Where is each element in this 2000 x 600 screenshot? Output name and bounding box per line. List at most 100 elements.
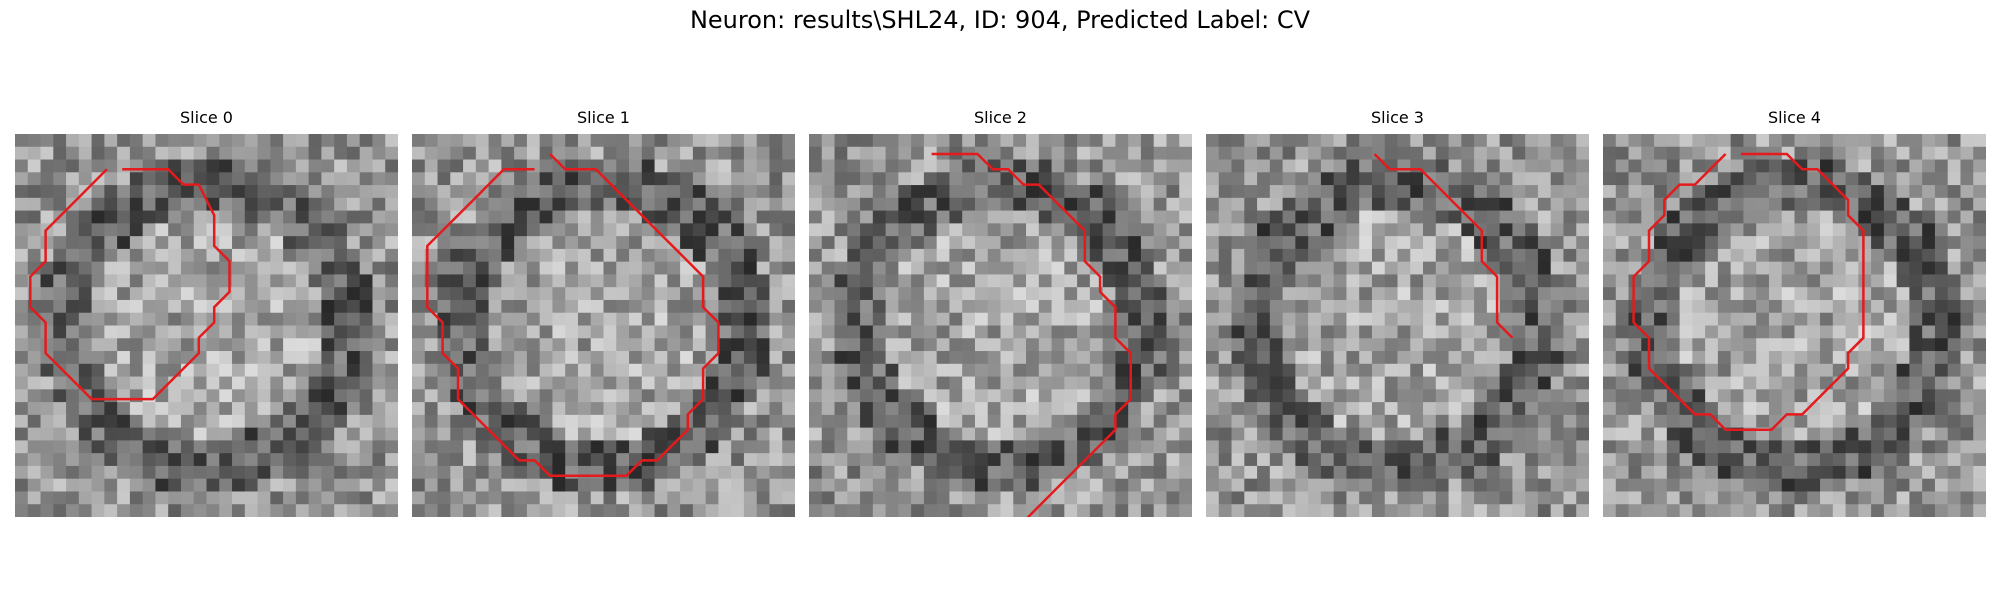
pixel xyxy=(1359,389,1373,403)
pixel xyxy=(78,465,93,480)
pixel xyxy=(1730,134,1745,148)
pixel xyxy=(1000,287,1014,301)
pixel xyxy=(1153,351,1168,365)
pixel xyxy=(295,274,310,288)
pixel xyxy=(565,478,579,493)
pixel xyxy=(155,197,169,212)
pixel xyxy=(1705,172,1719,186)
pixel xyxy=(1089,478,1104,493)
pixel xyxy=(1563,389,1577,403)
pixel xyxy=(577,427,592,441)
pixel xyxy=(1909,389,1923,403)
pixel xyxy=(372,287,386,301)
pixel xyxy=(1000,159,1014,173)
pixel xyxy=(1512,427,1526,441)
pixel xyxy=(743,274,758,288)
pixel xyxy=(155,223,169,237)
pixel xyxy=(1128,504,1142,517)
pixel xyxy=(962,274,976,288)
pixel xyxy=(283,363,297,378)
pixel xyxy=(1960,414,1974,429)
pixel xyxy=(180,287,195,301)
pixel xyxy=(450,185,464,199)
pixel xyxy=(1756,338,1770,352)
pixel xyxy=(1628,363,1642,378)
pixel xyxy=(412,274,426,288)
pixel xyxy=(731,376,745,390)
pixel xyxy=(577,223,592,237)
pixel xyxy=(1102,465,1116,480)
pixel xyxy=(1308,287,1322,301)
pixel xyxy=(1537,389,1552,403)
pixel xyxy=(743,363,758,378)
pixel xyxy=(1026,414,1040,429)
pixel xyxy=(1537,402,1552,416)
pixel xyxy=(1153,427,1168,441)
pixel xyxy=(1448,210,1462,224)
pixel xyxy=(15,389,29,403)
pixel xyxy=(463,287,477,301)
pixel xyxy=(885,287,899,301)
pixel xyxy=(1166,261,1180,276)
pixel xyxy=(552,465,566,480)
pixel xyxy=(1038,274,1053,288)
pixel xyxy=(1486,236,1501,250)
pixel xyxy=(821,210,836,224)
pixel xyxy=(872,261,887,276)
pixel xyxy=(501,504,515,517)
pixel xyxy=(1768,261,1783,276)
pixel xyxy=(193,312,208,327)
pixel xyxy=(193,440,208,454)
pixel xyxy=(1820,312,1834,327)
pixel xyxy=(847,363,861,378)
pixel xyxy=(1922,261,1936,276)
pixel xyxy=(974,172,989,186)
pixel xyxy=(1781,287,1796,301)
pixel xyxy=(1115,261,1129,276)
pixel xyxy=(463,210,477,224)
pixel xyxy=(1038,146,1053,161)
pixel xyxy=(308,491,322,505)
pixel xyxy=(346,172,361,186)
pixel xyxy=(974,299,989,314)
pixel xyxy=(1384,299,1399,314)
pixel xyxy=(923,465,938,480)
pixel xyxy=(1576,504,1589,517)
pixel xyxy=(565,197,579,212)
pixel xyxy=(1512,478,1526,493)
pixel xyxy=(27,453,42,467)
pixel xyxy=(1794,478,1808,493)
pixel xyxy=(1397,312,1411,327)
pixel xyxy=(1077,274,1091,288)
pixel xyxy=(372,134,386,148)
pixel xyxy=(321,440,335,454)
pixel xyxy=(565,427,579,441)
pixel xyxy=(219,389,233,403)
pixel xyxy=(1641,210,1655,224)
pixel xyxy=(1064,414,1078,429)
pixel xyxy=(450,478,464,493)
pixel xyxy=(1102,274,1116,288)
pixel xyxy=(872,440,887,454)
pixel xyxy=(321,159,335,173)
pixel xyxy=(168,210,182,224)
pixel xyxy=(1705,453,1719,467)
pixel xyxy=(731,146,745,161)
pixel xyxy=(1206,197,1220,212)
pixel xyxy=(1384,274,1399,288)
pixel xyxy=(1089,172,1104,186)
pixel xyxy=(1743,440,1757,454)
pixel xyxy=(1320,402,1335,416)
pixel xyxy=(257,223,271,237)
pixel xyxy=(974,376,989,390)
pixel xyxy=(616,223,630,237)
pixel xyxy=(1628,312,1642,327)
pixel xyxy=(1231,134,1245,148)
pixel xyxy=(590,261,605,276)
pixel xyxy=(1909,491,1923,505)
pixel xyxy=(923,325,938,339)
pixel xyxy=(1960,159,1974,173)
pixel xyxy=(1883,325,1898,339)
pixel xyxy=(860,185,874,199)
pixel xyxy=(1679,465,1693,480)
